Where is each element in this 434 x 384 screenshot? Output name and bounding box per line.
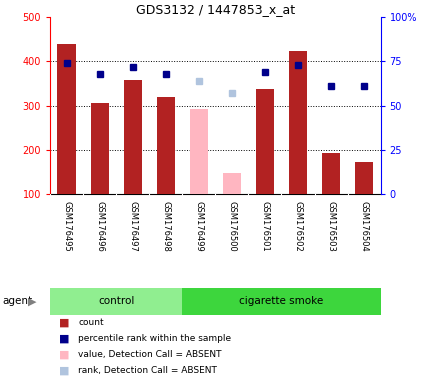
Text: ▶: ▶ — [28, 296, 37, 306]
Bar — [90, 103, 108, 194]
Text: GSM176504: GSM176504 — [359, 201, 368, 252]
Text: control: control — [98, 296, 134, 306]
Text: GSM176500: GSM176500 — [227, 201, 236, 252]
Bar — [50, 288, 182, 315]
Text: cigarette smoke: cigarette smoke — [239, 296, 323, 306]
Bar — [189, 109, 207, 194]
Bar — [321, 153, 339, 194]
Text: ■: ■ — [59, 366, 69, 376]
Bar — [57, 44, 76, 194]
Text: ■: ■ — [59, 318, 69, 328]
Text: GSM176499: GSM176499 — [194, 201, 203, 252]
Text: GSM176503: GSM176503 — [326, 201, 335, 252]
Bar — [156, 97, 174, 194]
Bar — [182, 288, 380, 315]
Text: ■: ■ — [59, 350, 69, 360]
Text: count: count — [78, 318, 104, 327]
Text: ■: ■ — [59, 334, 69, 344]
Title: GDS3132 / 1447853_x_at: GDS3132 / 1447853_x_at — [135, 3, 294, 16]
Text: percentile rank within the sample: percentile rank within the sample — [78, 334, 231, 343]
Bar — [222, 173, 240, 194]
Text: GSM176498: GSM176498 — [161, 201, 170, 252]
Bar — [123, 80, 141, 194]
Text: agent: agent — [2, 296, 32, 306]
Bar — [354, 162, 372, 194]
Text: GSM176497: GSM176497 — [128, 201, 137, 252]
Text: value, Detection Call = ABSENT: value, Detection Call = ABSENT — [78, 350, 221, 359]
Text: rank, Detection Call = ABSENT: rank, Detection Call = ABSENT — [78, 366, 217, 376]
Text: GSM176495: GSM176495 — [62, 201, 71, 252]
Text: GSM176496: GSM176496 — [95, 201, 104, 252]
Text: GSM176502: GSM176502 — [293, 201, 302, 252]
Bar — [255, 89, 273, 194]
Text: GSM176501: GSM176501 — [260, 201, 269, 252]
Bar — [288, 51, 306, 194]
